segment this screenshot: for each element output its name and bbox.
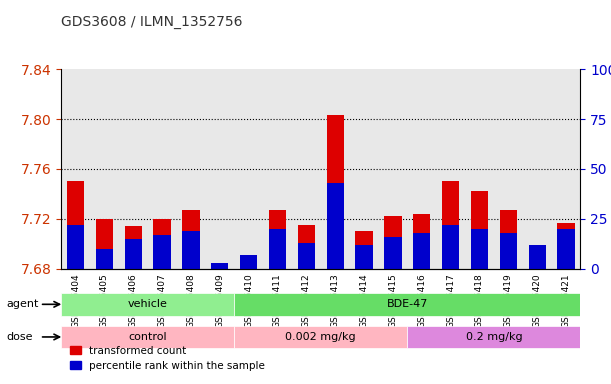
Text: GDS3608 / ILMN_1352756: GDS3608 / ILMN_1352756 xyxy=(61,15,243,29)
Text: 0.002 mg/kg: 0.002 mg/kg xyxy=(285,332,356,342)
Bar xyxy=(442,181,459,269)
Bar xyxy=(211,263,229,269)
Bar xyxy=(326,115,344,269)
Bar xyxy=(529,263,546,269)
FancyBboxPatch shape xyxy=(61,293,234,316)
Text: vehicle: vehicle xyxy=(128,299,167,310)
Bar xyxy=(240,261,257,269)
Bar xyxy=(500,210,517,269)
Bar xyxy=(240,255,257,269)
Bar xyxy=(269,229,286,269)
FancyBboxPatch shape xyxy=(234,326,408,348)
Bar xyxy=(182,231,200,269)
Bar xyxy=(557,223,575,269)
Text: control: control xyxy=(128,332,167,342)
Bar xyxy=(413,214,430,269)
Text: 0.2 mg/kg: 0.2 mg/kg xyxy=(466,332,522,342)
Bar xyxy=(384,237,401,269)
Bar xyxy=(326,183,344,269)
Bar xyxy=(125,226,142,269)
Bar xyxy=(153,235,170,269)
FancyBboxPatch shape xyxy=(408,326,580,348)
Text: dose: dose xyxy=(6,332,32,342)
Bar xyxy=(413,233,430,269)
FancyBboxPatch shape xyxy=(61,326,234,348)
Bar xyxy=(96,219,113,269)
Bar xyxy=(356,231,373,269)
Legend: transformed count, percentile rank within the sample: transformed count, percentile rank withi… xyxy=(67,341,269,375)
Bar xyxy=(96,249,113,269)
Bar xyxy=(500,233,517,269)
Bar xyxy=(125,239,142,269)
Bar xyxy=(356,245,373,269)
Bar xyxy=(442,225,459,269)
Bar xyxy=(67,181,84,269)
Text: BDE-47: BDE-47 xyxy=(387,299,428,310)
Bar xyxy=(298,243,315,269)
Bar xyxy=(269,210,286,269)
Bar xyxy=(471,229,488,269)
Bar xyxy=(529,245,546,269)
FancyBboxPatch shape xyxy=(234,293,580,316)
Bar xyxy=(557,229,575,269)
Bar xyxy=(298,225,315,269)
Bar xyxy=(211,264,229,269)
Text: agent: agent xyxy=(6,299,38,310)
Bar xyxy=(384,216,401,269)
Bar xyxy=(67,225,84,269)
Bar xyxy=(153,219,170,269)
Bar xyxy=(471,191,488,269)
Bar xyxy=(182,210,200,269)
